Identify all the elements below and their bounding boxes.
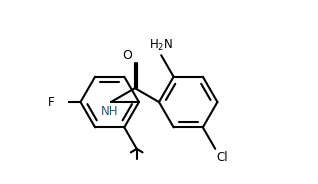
Text: H$_2$N: H$_2$N [149, 38, 173, 53]
Text: Cl: Cl [216, 151, 228, 164]
Text: O: O [122, 49, 132, 61]
Text: NH: NH [101, 105, 119, 118]
Text: F: F [48, 95, 54, 109]
